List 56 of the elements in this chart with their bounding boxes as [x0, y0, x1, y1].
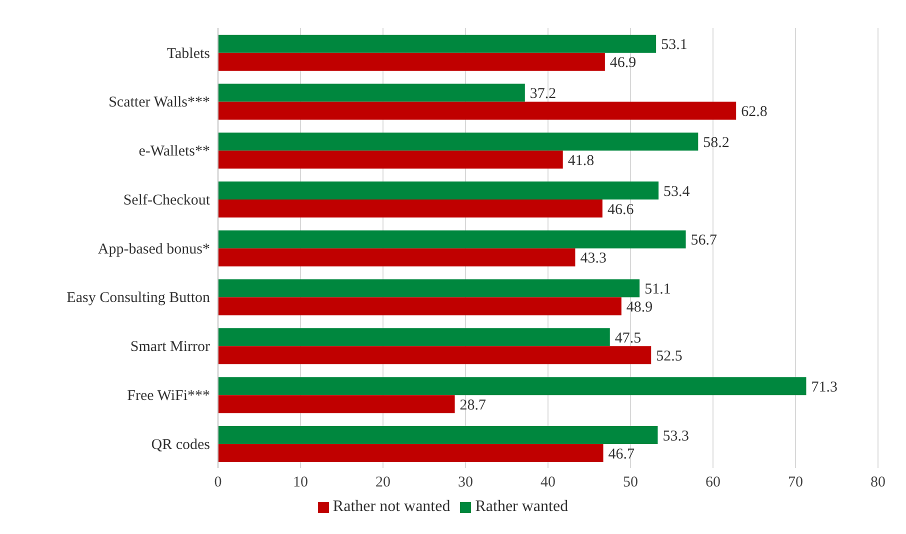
- legend-label: Rather not wanted: [332, 498, 450, 515]
- data-label: 52.5: [656, 348, 682, 365]
- y-tick-label: Scatter Walls***: [108, 94, 210, 111]
- data-label: 28.7: [460, 397, 487, 414]
- bar: [218, 132, 698, 151]
- x-tick-label: 80: [870, 474, 886, 491]
- data-label: 71.3: [811, 379, 838, 396]
- x-tick-label: 40: [540, 474, 556, 491]
- x-tick-label: 0: [214, 474, 222, 491]
- data-label: 56.7: [690, 232, 718, 249]
- data-label: 62.8: [741, 104, 768, 120]
- y-tick-label: Smart Mirror: [130, 339, 210, 356]
- x-tick-label: 50: [623, 474, 638, 491]
- bar: [218, 346, 652, 364]
- data-label: 37.2: [530, 86, 556, 102]
- x-tick-label: 70: [788, 474, 803, 491]
- data-label: 41.8: [568, 152, 594, 169]
- y-tick-label: QR codes: [151, 436, 210, 453]
- data-label: 47.5: [614, 330, 642, 347]
- bar: [218, 279, 640, 298]
- bar: [218, 84, 525, 102]
- data-label: 51.1: [644, 282, 671, 298]
- x-tick-label: 10: [293, 474, 308, 491]
- x-tick-label: 20: [376, 474, 390, 491]
- y-tick-label: Free WiFi***: [127, 388, 210, 404]
- data-label: 48.9: [626, 300, 653, 316]
- y-tick-label: Tablets: [166, 46, 210, 62]
- data-label: 43.3: [580, 250, 606, 267]
- data-label: 53.3: [662, 428, 689, 444]
- y-tick-label: Easy Consulting Button: [66, 290, 210, 306]
- x-tick-label: 60: [706, 474, 720, 491]
- bar: [218, 230, 686, 248]
- bar: [218, 328, 610, 346]
- data-label: 53.1: [661, 37, 688, 54]
- bar: [218, 377, 806, 396]
- data-label: 46.6: [607, 202, 634, 218]
- bar: [218, 248, 576, 266]
- data-label: 58.2: [703, 134, 730, 151]
- y-tick-label: e-Wallets**: [138, 144, 210, 160]
- bar: [218, 200, 602, 218]
- bar: [218, 426, 658, 444]
- bar: [218, 150, 563, 169]
- bar: [218, 297, 622, 316]
- x-tick-label: 30: [458, 474, 473, 491]
- bar: [218, 52, 605, 71]
- bar: [218, 444, 604, 462]
- y-tick-label: Self-Checkout: [123, 192, 211, 208]
- data-label: 46.7: [608, 446, 636, 462]
- data-label: 53.4: [664, 184, 690, 200]
- bar: [218, 395, 455, 414]
- legend-label: Rather wanted: [475, 498, 568, 515]
- bar: [218, 34, 656, 53]
- bar: [218, 102, 736, 120]
- bar: [218, 182, 659, 200]
- y-tick-label: App-based bonus*: [98, 241, 210, 258]
- data-label: 46.9: [610, 55, 636, 72]
